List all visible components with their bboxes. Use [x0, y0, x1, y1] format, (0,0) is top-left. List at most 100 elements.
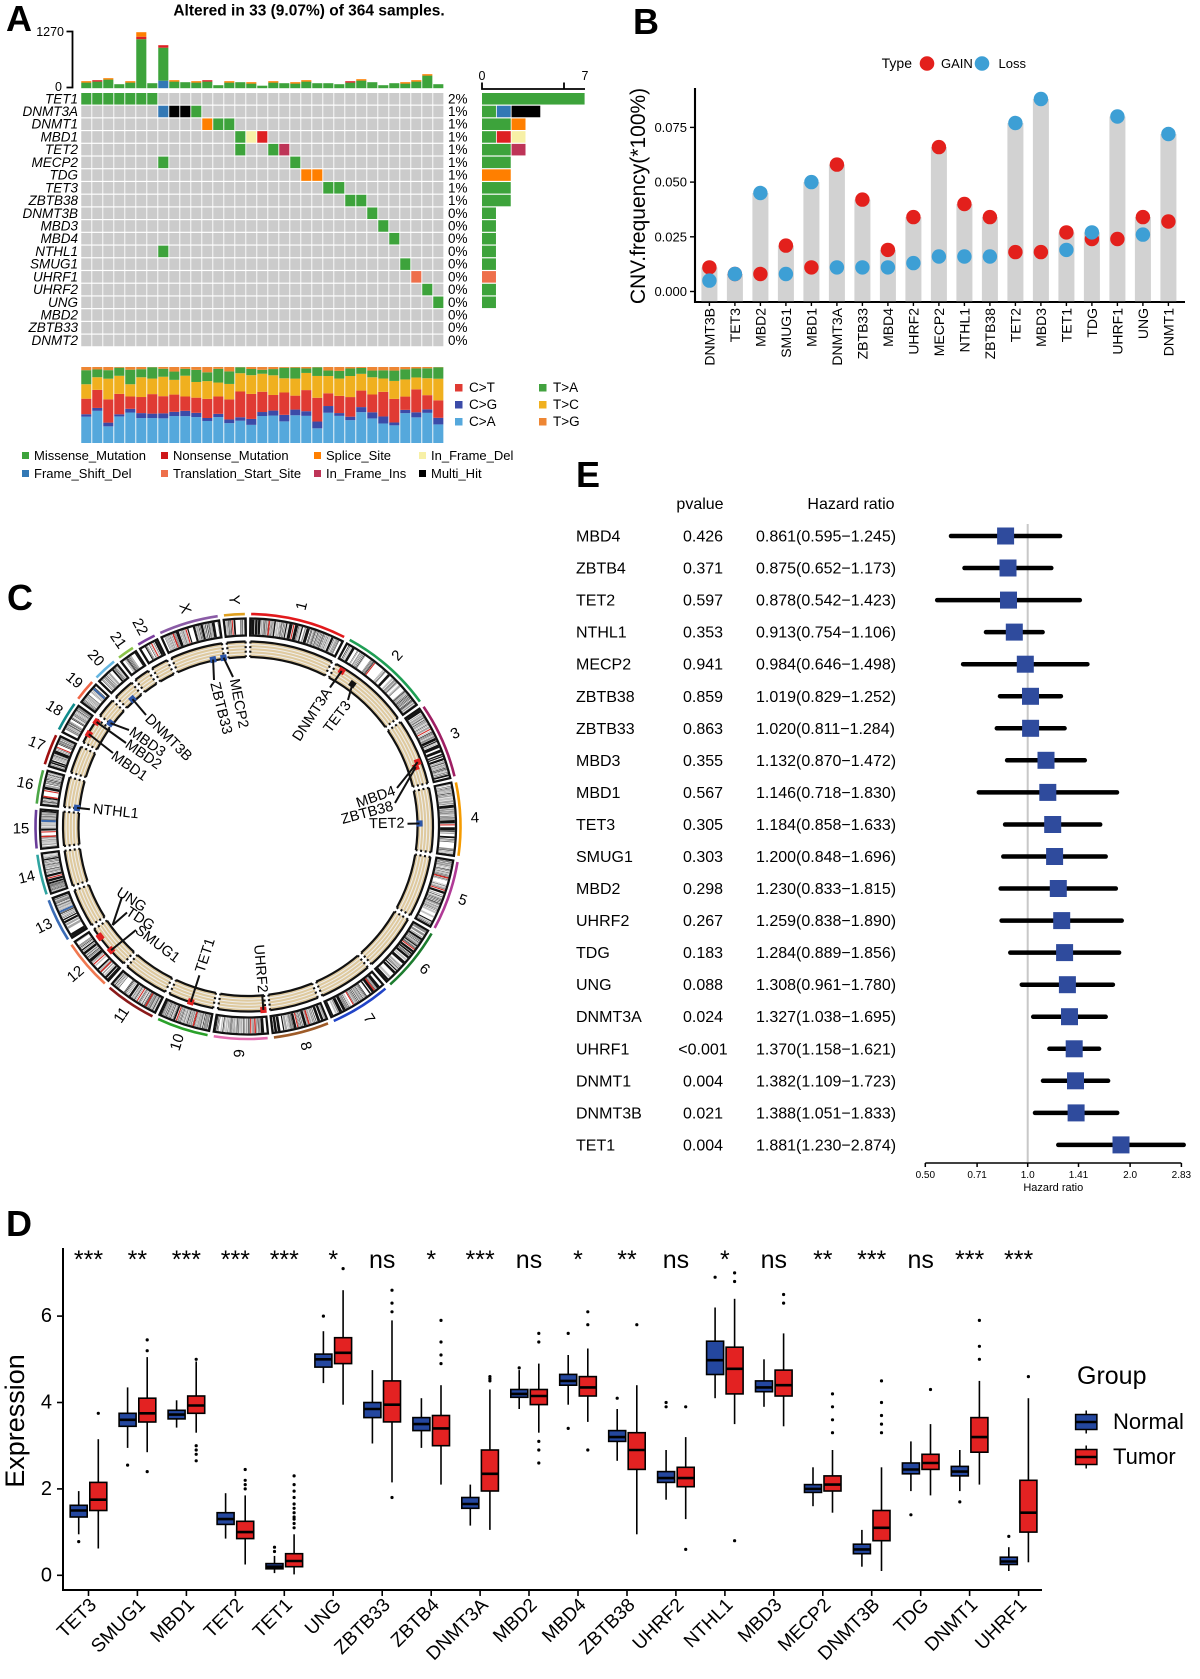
svg-text:0.050: 0.050 [654, 175, 687, 190]
svg-text:2: 2 [388, 647, 406, 664]
svg-text:ZBTB33: ZBTB33 [27, 320, 78, 335]
svg-text:4: 4 [41, 1392, 52, 1414]
svg-text:MBD2: MBD2 [752, 308, 768, 347]
svg-text:B: B [633, 1, 659, 42]
svg-text:pvalue: pvalue [676, 496, 723, 513]
svg-text:C>G: C>G [469, 397, 497, 412]
svg-text:MECP2: MECP2 [931, 308, 947, 356]
svg-text:Type: Type [882, 55, 913, 71]
svg-text:D: D [6, 1203, 32, 1244]
svg-text:1.382(1.109−1.723): 1.382(1.109−1.723) [756, 1073, 896, 1090]
svg-text:10: 10 [167, 1032, 188, 1053]
svg-text:1.41: 1.41 [1069, 1170, 1089, 1181]
svg-text:MBD1: MBD1 [576, 785, 621, 802]
svg-text:DNMT3B: DNMT3B [701, 308, 717, 366]
svg-text:TET3: TET3 [727, 308, 743, 342]
svg-text:0%: 0% [448, 231, 468, 246]
svg-text:1%: 1% [448, 168, 468, 183]
svg-text:DNMT3A: DNMT3A [22, 104, 78, 119]
svg-text:DNMT3B: DNMT3B [22, 206, 78, 221]
svg-text:UNG: UNG [48, 295, 78, 310]
svg-text:TET2: TET2 [576, 593, 615, 610]
svg-text:***: *** [221, 1246, 250, 1274]
svg-text:17: 17 [26, 733, 48, 755]
svg-text:0.088: 0.088 [683, 977, 723, 994]
svg-text:0: 0 [55, 80, 62, 94]
svg-text:TET3: TET3 [576, 817, 615, 834]
svg-text:GAIN: GAIN [941, 56, 973, 71]
svg-text:UHRF2: UHRF2 [576, 913, 629, 930]
svg-text:UHRF2: UHRF2 [905, 308, 921, 355]
svg-text:1%: 1% [448, 117, 468, 132]
svg-text:TDG: TDG [1084, 308, 1100, 338]
svg-text:DNMT3A: DNMT3A [829, 307, 845, 365]
svg-text:Y: Y [225, 594, 243, 605]
svg-text:1.230(0.833−1.815): 1.230(0.833−1.815) [756, 881, 896, 898]
svg-text:8: 8 [296, 1040, 315, 1052]
svg-text:TDG: TDG [576, 945, 610, 962]
svg-text:ns: ns [663, 1246, 689, 1274]
svg-text:0.371: 0.371 [683, 561, 723, 578]
svg-text:TET2: TET2 [369, 816, 405, 833]
svg-text:0%: 0% [448, 257, 468, 272]
svg-text:Altered in 33 (9.07%) of 364 s: Altered in 33 (9.07%) of 364 samples. [173, 3, 444, 20]
svg-text:MBD2: MBD2 [40, 308, 78, 323]
svg-text:C>A: C>A [469, 414, 496, 429]
svg-text:0%: 0% [448, 219, 468, 234]
svg-text:**: ** [128, 1246, 148, 1274]
svg-text:Group: Group [1077, 1362, 1146, 1390]
svg-text:0.355: 0.355 [683, 753, 723, 770]
svg-text:NTHL1: NTHL1 [576, 625, 627, 642]
svg-text:TDG: TDG [50, 168, 79, 183]
svg-text:*: * [328, 1246, 338, 1274]
svg-text:TET2: TET2 [200, 1595, 248, 1643]
svg-text:SMUG1: SMUG1 [576, 849, 633, 866]
svg-text:0.025: 0.025 [654, 229, 687, 244]
svg-text:0.941: 0.941 [683, 657, 723, 674]
svg-text:6: 6 [416, 960, 433, 978]
svg-text:UHRF1: UHRF1 [1109, 308, 1125, 355]
svg-text:1.327(1.038−1.695): 1.327(1.038−1.695) [756, 1009, 896, 1026]
svg-text:0.913(0.754−1.106): 0.913(0.754−1.106) [756, 625, 896, 642]
svg-text:1.259(0.838−1.890): 1.259(0.838−1.890) [756, 913, 896, 930]
svg-text:E: E [576, 454, 600, 495]
svg-text:0.353: 0.353 [683, 625, 723, 642]
svg-text:Hazard ratio: Hazard ratio [807, 496, 894, 513]
svg-text:MBD3: MBD3 [1033, 308, 1049, 347]
svg-text:<0.001: <0.001 [678, 1041, 727, 1058]
svg-text:C: C [7, 577, 33, 618]
svg-text:2%: 2% [448, 91, 468, 106]
svg-text:2.83: 2.83 [1172, 1170, 1192, 1181]
svg-text:MBD1: MBD1 [147, 1595, 199, 1647]
svg-text:UNG: UNG [301, 1595, 346, 1640]
svg-text:***: *** [466, 1246, 495, 1274]
svg-text:MBD4: MBD4 [880, 308, 896, 347]
svg-text:1%: 1% [448, 180, 468, 195]
svg-text:MBD2: MBD2 [576, 881, 621, 898]
svg-text:ZBTB4: ZBTB4 [576, 561, 626, 578]
svg-text:DNMT1: DNMT1 [1160, 308, 1176, 356]
svg-text:TET1: TET1 [249, 1595, 297, 1643]
svg-text:19: 19 [62, 669, 86, 693]
svg-text:Missense_Mutation: Missense_Mutation [34, 448, 146, 463]
svg-text:DNMT1: DNMT1 [576, 1073, 631, 1090]
svg-text:0.267: 0.267 [683, 913, 723, 930]
svg-text:C>T: C>T [469, 380, 495, 395]
svg-text:ZBTB38: ZBTB38 [27, 193, 78, 208]
svg-text:1.200(0.848−1.696): 1.200(0.848−1.696) [756, 849, 896, 866]
svg-text:NTHL1: NTHL1 [92, 801, 139, 822]
svg-text:16: 16 [15, 774, 35, 794]
svg-text:ns: ns [516, 1246, 542, 1274]
svg-text:0.000: 0.000 [654, 284, 687, 299]
svg-text:MBD1: MBD1 [40, 129, 78, 144]
svg-text:Expression: Expression [0, 1354, 30, 1488]
svg-text:0.859: 0.859 [683, 689, 723, 706]
svg-text:UHRF1: UHRF1 [33, 269, 78, 284]
svg-text:***: *** [1004, 1246, 1033, 1274]
svg-text:UHRF2: UHRF2 [250, 944, 270, 994]
svg-text:*: * [426, 1246, 436, 1274]
svg-text:1%: 1% [448, 155, 468, 170]
svg-text:0.024: 0.024 [683, 1009, 723, 1026]
svg-text:TET3: TET3 [45, 180, 78, 195]
svg-text:*: * [720, 1246, 730, 1274]
